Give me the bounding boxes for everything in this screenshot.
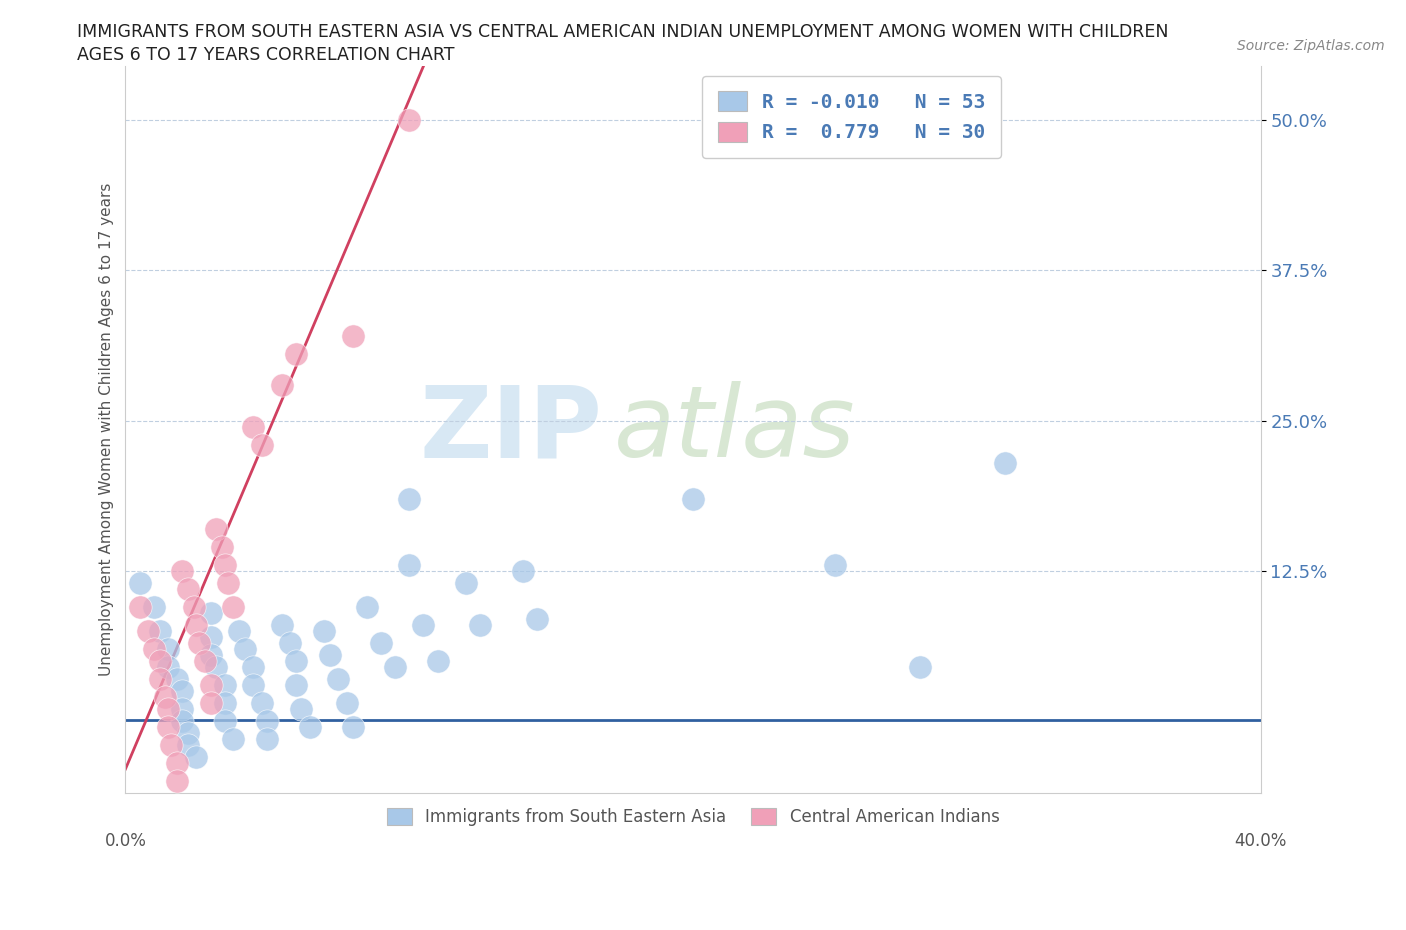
Point — [242, 659, 264, 674]
Legend: Immigrants from South Eastern Asia, Central American Indians: Immigrants from South Eastern Asia, Cent… — [374, 794, 1012, 839]
Point — [319, 647, 342, 662]
Point — [157, 659, 180, 674]
Point — [194, 654, 217, 669]
Point — [172, 701, 194, 716]
Point — [222, 599, 245, 614]
Point — [148, 671, 170, 686]
Point — [356, 599, 378, 614]
Point — [200, 677, 222, 692]
Point — [128, 576, 150, 591]
Point — [217, 576, 239, 591]
Point — [470, 618, 492, 632]
Text: 40.0%: 40.0% — [1234, 832, 1286, 850]
Point — [214, 696, 236, 711]
Y-axis label: Unemployment Among Women with Children Ages 6 to 17 years: Unemployment Among Women with Children A… — [100, 183, 114, 676]
Point — [233, 642, 256, 657]
Point — [526, 611, 548, 626]
Point — [242, 677, 264, 692]
Point — [250, 437, 273, 452]
Point — [994, 455, 1017, 470]
Point — [250, 696, 273, 711]
Point — [412, 618, 434, 632]
Point — [298, 720, 321, 735]
Point — [153, 689, 176, 704]
Point — [200, 605, 222, 620]
Point — [398, 557, 420, 572]
Point — [177, 581, 200, 596]
Point — [256, 713, 278, 728]
Point — [270, 377, 292, 392]
Point — [166, 755, 188, 770]
Point — [172, 713, 194, 728]
Point — [270, 618, 292, 632]
Text: Source: ZipAtlas.com: Source: ZipAtlas.com — [1237, 39, 1385, 53]
Point — [290, 701, 312, 716]
Point — [157, 701, 180, 716]
Point — [200, 647, 222, 662]
Point — [314, 623, 336, 638]
Text: 0.0%: 0.0% — [104, 832, 146, 850]
Point — [370, 635, 392, 650]
Point — [336, 696, 359, 711]
Point — [342, 329, 364, 344]
Point — [186, 618, 208, 632]
Point — [177, 737, 200, 752]
Point — [166, 671, 188, 686]
Text: atlas: atlas — [613, 381, 855, 478]
Point — [228, 623, 250, 638]
Point — [426, 654, 449, 669]
Point — [188, 635, 211, 650]
Point — [157, 642, 180, 657]
Text: IMMIGRANTS FROM SOUTH EASTERN ASIA VS CENTRAL AMERICAN INDIAN UNEMPLOYMENT AMONG: IMMIGRANTS FROM SOUTH EASTERN ASIA VS CE… — [77, 23, 1168, 41]
Point — [177, 725, 200, 740]
Point — [682, 491, 704, 506]
Point — [128, 599, 150, 614]
Point — [166, 774, 188, 789]
Point — [160, 737, 183, 752]
Point — [384, 659, 406, 674]
Point — [148, 623, 170, 638]
Point — [278, 635, 301, 650]
Point — [342, 720, 364, 735]
Point — [186, 750, 208, 764]
Point — [214, 713, 236, 728]
Point — [824, 557, 846, 572]
Point — [214, 557, 236, 572]
Point — [908, 659, 931, 674]
Point — [398, 113, 420, 127]
Point — [512, 564, 534, 578]
Point — [454, 576, 477, 591]
Point — [200, 630, 222, 644]
Point — [256, 732, 278, 747]
Point — [284, 677, 307, 692]
Point — [242, 419, 264, 434]
Point — [284, 347, 307, 362]
Point — [148, 654, 170, 669]
Point — [172, 684, 194, 698]
Point — [398, 491, 420, 506]
Point — [284, 654, 307, 669]
Text: AGES 6 TO 17 YEARS CORRELATION CHART: AGES 6 TO 17 YEARS CORRELATION CHART — [77, 46, 454, 64]
Point — [183, 599, 205, 614]
Text: ZIP: ZIP — [419, 381, 602, 478]
Point — [222, 732, 245, 747]
Point — [172, 564, 194, 578]
Point — [205, 659, 228, 674]
Point — [157, 720, 180, 735]
Point — [142, 642, 165, 657]
Point — [142, 599, 165, 614]
Point — [214, 677, 236, 692]
Point — [205, 521, 228, 536]
Point — [136, 623, 159, 638]
Point — [211, 539, 233, 554]
Point — [200, 696, 222, 711]
Point — [328, 671, 350, 686]
